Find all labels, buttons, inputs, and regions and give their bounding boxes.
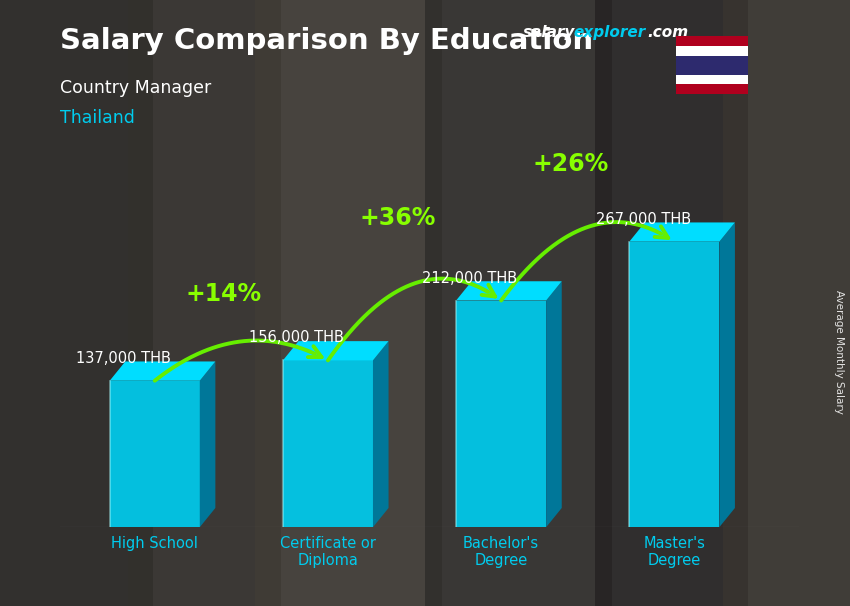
Polygon shape	[200, 361, 215, 527]
Polygon shape	[283, 341, 388, 361]
Polygon shape	[456, 281, 562, 301]
Text: salary: salary	[523, 25, 575, 41]
Bar	[676, 84, 748, 94]
Text: 212,000 THB: 212,000 THB	[422, 270, 518, 285]
Bar	[676, 46, 748, 56]
Polygon shape	[110, 361, 215, 381]
Text: +14%: +14%	[186, 282, 262, 306]
Text: .com: .com	[648, 25, 689, 41]
Bar	[425, 0, 612, 606]
Bar	[676, 75, 748, 84]
Bar	[676, 36, 748, 46]
Polygon shape	[719, 222, 735, 527]
Text: explorer: explorer	[574, 25, 646, 41]
Bar	[676, 56, 748, 75]
Bar	[283, 361, 373, 527]
Bar	[0, 0, 153, 606]
Bar	[456, 301, 547, 527]
Polygon shape	[373, 341, 388, 527]
Bar	[722, 0, 850, 606]
Text: Country Manager: Country Manager	[60, 79, 211, 97]
Text: 137,000 THB: 137,000 THB	[76, 351, 171, 366]
Text: 267,000 THB: 267,000 THB	[596, 211, 691, 227]
Text: +26%: +26%	[532, 153, 609, 176]
Bar	[255, 0, 442, 606]
Text: Thailand: Thailand	[60, 109, 134, 127]
Bar	[629, 242, 719, 527]
Bar	[595, 0, 748, 606]
Text: +36%: +36%	[359, 206, 435, 230]
Text: Average Monthly Salary: Average Monthly Salary	[834, 290, 844, 413]
Polygon shape	[547, 281, 562, 527]
Polygon shape	[629, 222, 735, 242]
Text: Salary Comparison By Education: Salary Comparison By Education	[60, 27, 592, 55]
Bar	[128, 0, 280, 606]
Bar	[110, 381, 200, 527]
Text: 156,000 THB: 156,000 THB	[249, 330, 344, 345]
